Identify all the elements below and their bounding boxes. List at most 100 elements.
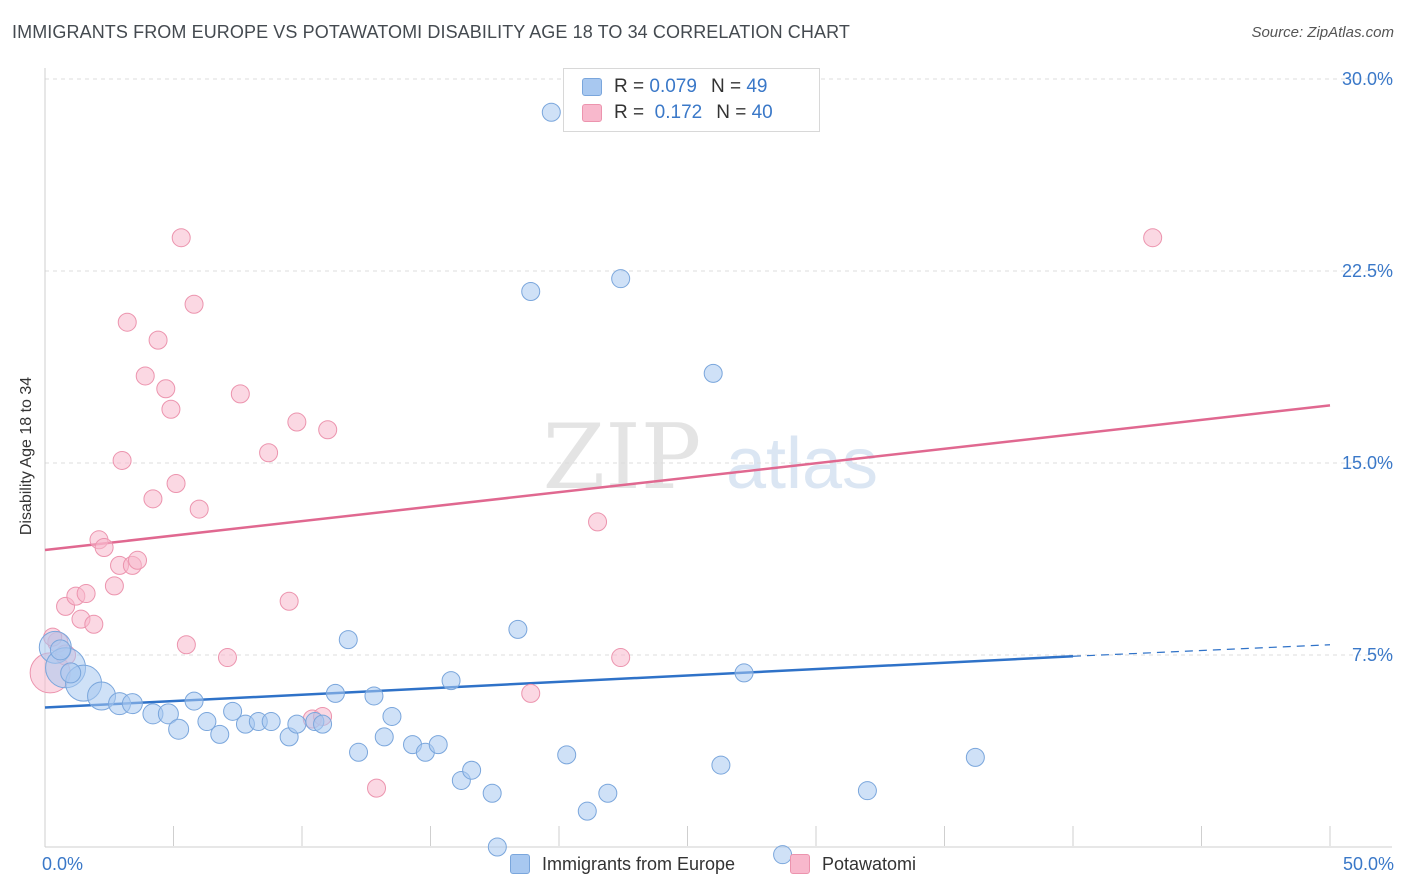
point-europe [428,735,448,755]
point-europe [197,712,217,732]
point-europe [557,745,577,765]
point-europe [60,662,82,684]
point-potawatomi [104,576,124,596]
point-europe [773,845,793,865]
point-europe [374,727,394,747]
point-europe [121,693,143,715]
point-europe [168,718,190,740]
point-potawatomi [112,450,132,470]
data-points [29,102,1163,865]
point-europe [462,760,482,780]
correlation-legend: R = 0.079 N = 49 R = 0.172 N = 40 [563,68,820,132]
point-europe [382,706,402,726]
point-europe [441,671,461,691]
y-tick-label: 7.5% [1352,645,1393,665]
point-europe [482,783,502,803]
point-potawatomi [176,635,196,655]
point-potawatomi [156,379,176,399]
point-potawatomi [367,778,387,798]
watermark: ZIP atlas [543,405,878,510]
point-europe [325,683,345,703]
point-potawatomi [135,366,155,386]
legend-item-potawatomi: Potawatomi [790,852,916,876]
point-europe [734,663,754,683]
legend-item-europe: Immigrants from Europe [510,852,735,876]
point-europe [261,712,281,732]
point-potawatomi [279,591,299,611]
point-europe [49,639,71,661]
y-tick-label: 22.5% [1342,261,1393,281]
point-europe [313,714,333,734]
n-label: N = [710,76,742,97]
point-europe [541,102,561,122]
point-potawatomi [184,294,204,314]
point-europe [508,619,528,639]
point-europe [223,701,243,721]
r-label: R = [614,76,645,97]
point-potawatomi [84,614,104,634]
legend-swatch-potawatomi [582,104,602,122]
trend-line-europe-extension [1072,644,1331,657]
point-potawatomi [76,584,96,604]
n-label: N = [716,102,747,123]
r-value: 0.172 [654,102,703,123]
point-potawatomi [611,648,631,668]
x-tick-label: 0.0% [42,854,83,874]
point-europe [711,755,731,775]
point-europe [338,630,358,650]
legend-row-europe: R = 0.079 N = 49 [582,75,767,99]
point-europe [349,742,369,762]
point-europe [487,837,507,857]
legend-swatch-europe [582,78,602,96]
y-tick-label: 30.0% [1342,69,1393,89]
point-europe [577,801,597,821]
axes [44,68,1392,848]
point-europe [857,781,877,801]
point-potawatomi [148,330,168,350]
watermark-zip: ZIP [543,405,702,510]
legend-row-potawatomi: R = 0.172 N = 40 [582,101,773,125]
point-potawatomi [1143,228,1163,248]
point-europe [157,703,179,725]
point-potawatomi [171,228,191,248]
point-potawatomi [128,550,148,570]
trend-lines [44,404,1331,709]
point-potawatomi [217,648,237,668]
legend-label-europe: Immigrants from Europe [542,853,736,874]
x-tick-label: 50.0% [1343,854,1394,874]
point-europe [611,269,631,289]
n-value: 40 [751,102,773,123]
point-potawatomi [94,537,114,557]
point-potawatomi [521,683,541,703]
point-europe [364,686,384,706]
legend-swatch-potawatomi [790,854,810,874]
point-potawatomi [287,412,307,432]
point-potawatomi [161,399,181,419]
r-label: R = [614,102,645,123]
legend-swatch-europe [510,854,530,874]
trend-line-potawatomi [44,404,1331,552]
point-potawatomi [143,489,163,509]
legend-label-potawatomi: Potawatomi [822,853,917,874]
point-potawatomi [166,473,186,493]
point-europe [521,281,541,301]
point-europe [965,747,985,767]
n-value: 49 [746,76,768,97]
chart-title: IMMIGRANTS FROM EUROPE VS POTAWATOMI DIS… [12,22,850,42]
y-tick-label: 15.0% [1342,453,1393,473]
point-potawatomi [189,499,209,519]
point-potawatomi [318,420,338,440]
point-europe [703,363,723,383]
point-potawatomi [230,384,250,404]
point-europe [287,714,307,734]
point-potawatomi [259,443,279,463]
trend-line-europe [44,655,1074,709]
r-value: 0.079 [649,76,697,97]
tick-labels: 7.5% 15.0% 22.5% 30.0% 0.0% 50.0% [42,69,1394,874]
point-europe [210,724,230,744]
source-label: Source: ZipAtlas.com [1251,24,1394,41]
point-europe [598,783,618,803]
point-europe [184,691,204,711]
point-potawatomi [117,312,137,332]
